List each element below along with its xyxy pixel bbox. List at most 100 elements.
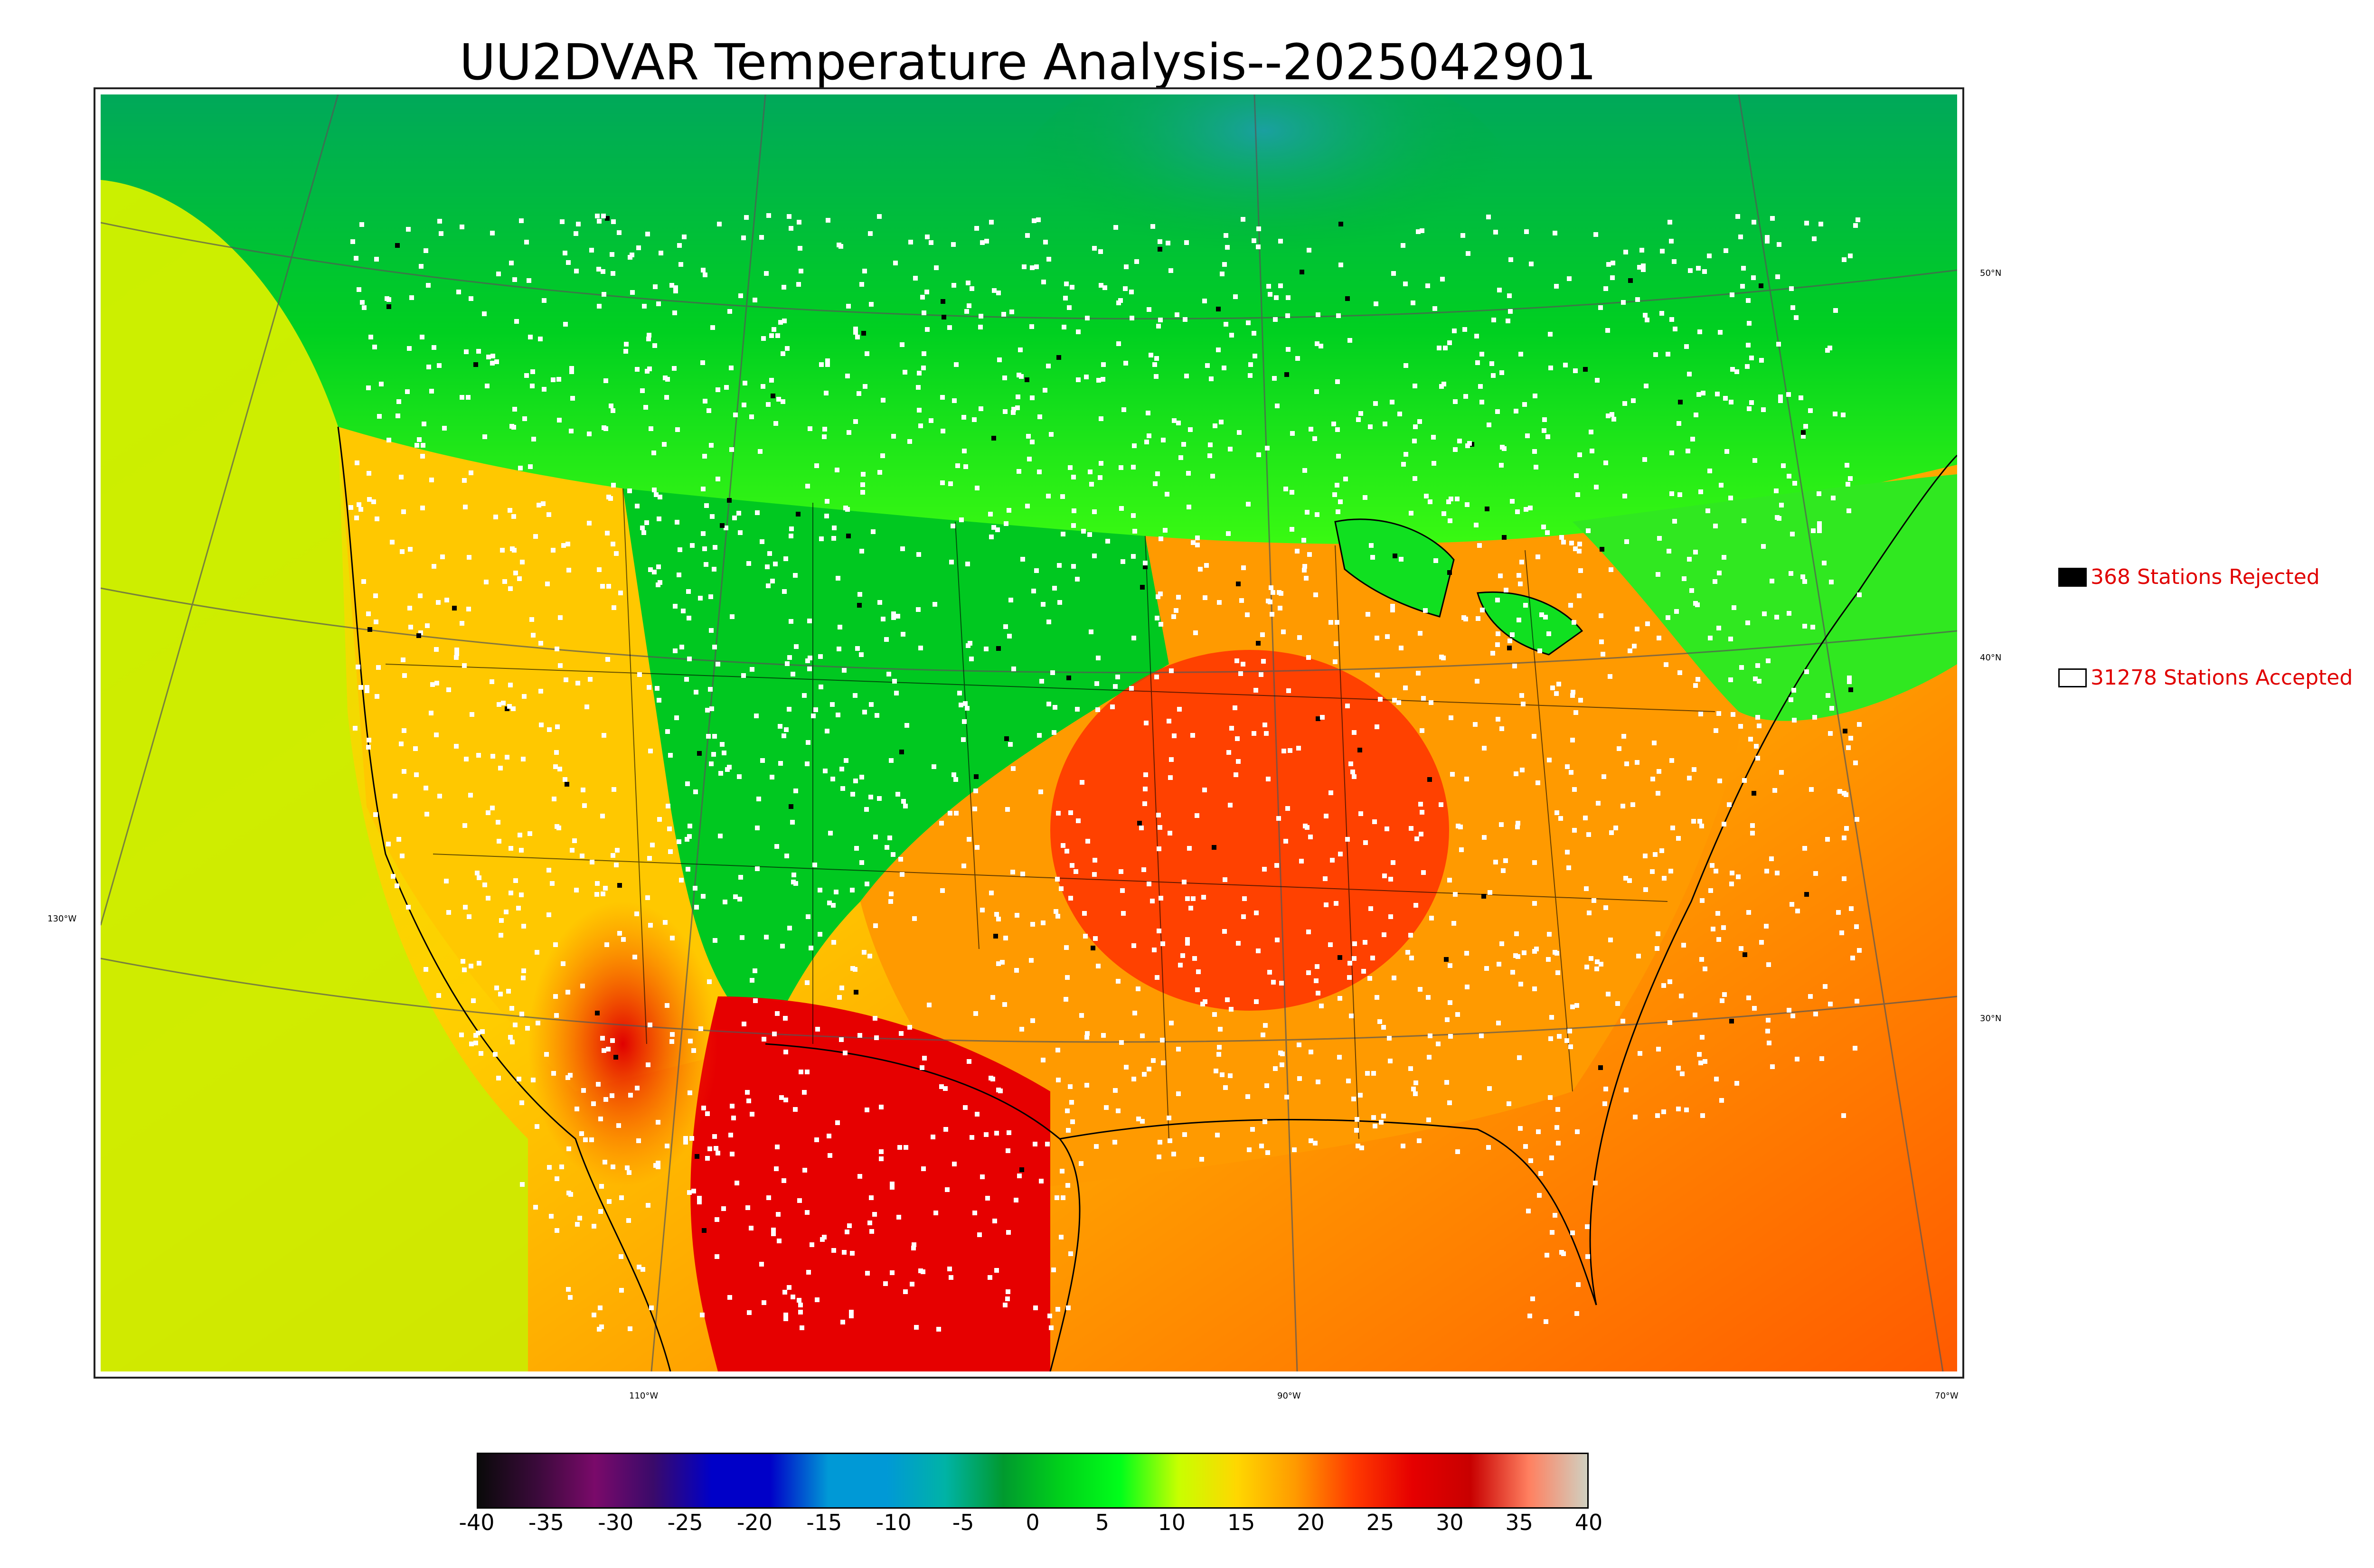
station-marker — [1462, 327, 1467, 332]
station-marker — [1740, 284, 1745, 289]
station-marker — [1602, 1101, 1607, 1106]
station-marker — [1696, 677, 1700, 682]
station-marker — [1661, 1109, 1666, 1114]
station-marker — [1497, 962, 1501, 967]
station-marker — [1850, 956, 1855, 960]
station-marker — [967, 837, 971, 842]
station-marker — [1096, 378, 1101, 383]
station-marker — [1599, 613, 1603, 618]
station-marker — [379, 382, 384, 386]
station-marker — [1837, 789, 1842, 794]
station-marker — [1305, 825, 1309, 830]
station-marker — [1586, 528, 1591, 533]
station-marker — [1069, 1100, 1074, 1105]
station-marker — [1002, 1002, 1007, 1007]
station-marker — [1416, 229, 1421, 234]
lon-label-90w: 90°W — [1277, 1391, 1301, 1401]
station-marker — [527, 278, 531, 283]
station-marker — [1355, 1117, 1359, 1122]
station-marker — [1070, 1119, 1075, 1124]
station-marker — [1112, 1140, 1117, 1145]
station-marker — [755, 866, 760, 871]
station-marker — [1388, 914, 1393, 919]
station-marker — [1150, 224, 1155, 229]
station-marker — [1720, 998, 1724, 1003]
station-marker — [494, 986, 499, 990]
station-marker — [1264, 1083, 1269, 1088]
station-marker — [1615, 1001, 1620, 1006]
station-marker — [1071, 523, 1076, 528]
station-marker — [617, 230, 622, 235]
station-marker — [1568, 603, 1573, 608]
station-marker — [1573, 368, 1578, 373]
station-marker — [777, 1239, 782, 1243]
station-marker — [513, 571, 518, 575]
colorbar-tick-label: -15 — [806, 1510, 842, 1535]
station-marker — [1155, 975, 1159, 980]
station-marker — [1697, 819, 1702, 824]
station-marker — [1845, 463, 1849, 468]
station-marker — [733, 413, 738, 417]
station-marker — [787, 926, 792, 930]
station-marker — [733, 894, 738, 899]
station-marker — [1375, 673, 1380, 677]
station-marker — [1667, 979, 1672, 984]
station-marker — [1716, 937, 1721, 942]
station-marker — [892, 679, 897, 684]
station-marker — [855, 335, 860, 339]
station-marker — [468, 793, 473, 798]
station-marker — [1423, 608, 1428, 613]
station-marker — [1323, 876, 1328, 881]
station-marker — [1578, 698, 1583, 703]
station-marker — [1759, 283, 1763, 288]
station-marker — [772, 1032, 777, 1036]
station-marker — [1575, 492, 1580, 497]
station-marker — [1066, 1305, 1071, 1310]
station-marker — [899, 1031, 904, 1036]
station-marker — [1264, 731, 1269, 736]
station-marker — [799, 269, 803, 273]
station-marker — [1501, 868, 1506, 873]
station-marker — [1750, 831, 1755, 836]
station-marker — [1212, 1012, 1217, 1017]
station-marker — [685, 837, 689, 842]
station-marker — [409, 295, 414, 300]
station-marker — [1789, 697, 1793, 702]
station-marker — [1269, 585, 1273, 590]
station-marker — [1656, 572, 1660, 577]
station-marker — [705, 708, 710, 713]
station-marker — [1432, 306, 1437, 311]
station-marker — [1151, 1058, 1156, 1063]
station-marker — [1301, 538, 1306, 543]
station-marker — [1084, 1083, 1089, 1088]
station-marker — [1274, 295, 1279, 300]
station-marker — [462, 967, 467, 972]
station-marker — [670, 1032, 675, 1037]
station-marker — [546, 912, 551, 917]
station-marker — [1757, 723, 1762, 728]
station-marker — [947, 1267, 952, 1271]
station-marker — [1844, 826, 1849, 831]
station-marker — [1159, 896, 1163, 901]
station-marker — [591, 1101, 596, 1106]
station-marker — [1411, 300, 1415, 305]
station-marker — [1099, 416, 1103, 421]
station-marker — [372, 345, 377, 349]
station-marker — [769, 378, 774, 383]
station-marker — [1195, 543, 1200, 547]
station-marker — [1514, 409, 1518, 413]
station-marker — [646, 337, 651, 341]
station-marker — [630, 253, 634, 257]
station-marker — [1070, 863, 1074, 868]
station-marker — [673, 648, 678, 653]
station-marker — [1589, 430, 1593, 434]
station-marker — [949, 560, 954, 564]
station-marker — [1146, 411, 1150, 415]
station-marker — [1466, 251, 1470, 256]
station-marker — [745, 1205, 750, 1210]
station-marker — [360, 300, 365, 305]
station-marker — [787, 655, 792, 660]
station-marker — [862, 269, 867, 273]
station-marker — [673, 285, 678, 290]
station-marker — [1220, 272, 1225, 276]
